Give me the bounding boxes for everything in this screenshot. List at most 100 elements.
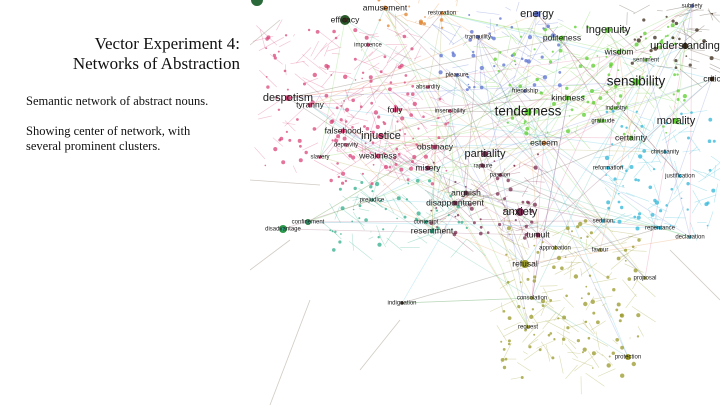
network-edge bbox=[449, 110, 467, 194]
network-node-dot bbox=[273, 56, 277, 60]
network-edge bbox=[535, 20, 540, 26]
network-node-dot bbox=[607, 206, 611, 210]
network-edge bbox=[629, 250, 647, 252]
network-node-dot bbox=[616, 256, 621, 261]
network-node-dot bbox=[551, 356, 555, 360]
network-edge bbox=[517, 362, 531, 372]
network-node-dot bbox=[573, 274, 579, 279]
network-node-dot bbox=[393, 104, 397, 108]
network-edge bbox=[594, 288, 606, 300]
network-edge bbox=[256, 25, 278, 46]
network-node bbox=[517, 209, 523, 215]
network-node-dot bbox=[361, 71, 365, 75]
network-node-dot bbox=[526, 277, 530, 281]
network-edge bbox=[326, 46, 342, 52]
network-node-label: energy bbox=[520, 8, 554, 20]
network-node-dot bbox=[397, 152, 401, 156]
network-node-dot bbox=[312, 72, 317, 78]
network-node-dot bbox=[510, 25, 514, 29]
network-edge bbox=[640, 51, 651, 55]
network-node-dot bbox=[676, 98, 680, 101]
network-node-dot bbox=[338, 187, 342, 191]
network-node-label: tranquility bbox=[465, 35, 491, 41]
network-edge bbox=[646, 61, 655, 68]
network-edge bbox=[430, 125, 456, 128]
network-edge bbox=[352, 211, 365, 231]
network-edge bbox=[702, 172, 720, 181]
network-edge bbox=[580, 268, 583, 277]
network-node-dot bbox=[620, 164, 624, 168]
network-node-dot bbox=[514, 63, 517, 66]
network-edge bbox=[514, 119, 536, 131]
network-node-dot bbox=[423, 154, 428, 159]
network-node-dot bbox=[615, 308, 619, 312]
network-node-dot bbox=[505, 253, 508, 256]
network-edge bbox=[309, 104, 526, 265]
network-edge bbox=[606, 44, 627, 54]
network-node-dot bbox=[464, 185, 467, 188]
network-node-dot bbox=[495, 192, 500, 196]
network-edge bbox=[519, 211, 539, 236]
network-edge bbox=[394, 109, 451, 112]
network-edge bbox=[537, 78, 713, 236]
network-node-dot bbox=[640, 124, 644, 128]
network-edge bbox=[638, 135, 644, 152]
network-edge bbox=[269, 299, 311, 405]
network-node-dot bbox=[524, 131, 529, 136]
network-node-dot bbox=[582, 112, 586, 117]
network-edge bbox=[375, 73, 387, 78]
network-node-dot bbox=[606, 275, 610, 279]
network-edge bbox=[456, 74, 526, 265]
network-node-dot bbox=[706, 201, 710, 205]
network-node-dot bbox=[665, 121, 668, 125]
network-edge bbox=[675, 184, 678, 189]
network-node-label: request bbox=[518, 325, 538, 331]
network-edge bbox=[562, 131, 576, 150]
network-edge bbox=[637, 326, 644, 337]
network-node-dot bbox=[398, 107, 403, 112]
network-edge bbox=[388, 157, 409, 166]
network-node-dot bbox=[514, 108, 518, 111]
network-node-dot bbox=[438, 97, 442, 101]
network-node-dot bbox=[334, 138, 339, 143]
network-edge bbox=[686, 28, 703, 32]
network-edge bbox=[562, 51, 580, 56]
network-node-dot bbox=[354, 79, 357, 81]
network-node-dot bbox=[343, 100, 345, 102]
network-edge bbox=[510, 63, 531, 84]
network-edge bbox=[623, 216, 635, 223]
network-node-dot bbox=[330, 74, 333, 76]
network-node bbox=[626, 355, 630, 359]
network-node-dot bbox=[411, 160, 414, 163]
network-node-label: pleasure bbox=[445, 73, 469, 79]
network-edge bbox=[675, 45, 686, 122]
network-edge bbox=[400, 93, 420, 100]
network-node-dot bbox=[562, 337, 566, 341]
network-node-dot bbox=[351, 220, 354, 223]
network-node-dot bbox=[438, 70, 443, 75]
network-edge bbox=[608, 272, 613, 277]
network-edge bbox=[287, 74, 458, 99]
network-edge bbox=[552, 227, 568, 237]
network-edge bbox=[538, 80, 552, 96]
network-node-dot bbox=[676, 73, 679, 76]
network-node-dot bbox=[508, 187, 513, 192]
network-node-dot bbox=[331, 230, 334, 233]
network-node-dot bbox=[383, 55, 387, 59]
network-node-dot bbox=[303, 82, 306, 86]
slide-body: Semantic network of abstract nouns. Show… bbox=[26, 94, 226, 169]
network-node-dot bbox=[331, 119, 335, 123]
network-edge bbox=[655, 96, 674, 102]
network-edge bbox=[427, 192, 445, 212]
network-node-dot bbox=[403, 215, 407, 219]
network-node-dot bbox=[415, 143, 419, 146]
network-edge bbox=[593, 278, 617, 284]
network-edge bbox=[351, 233, 354, 251]
network-edge bbox=[414, 46, 422, 61]
network-node-dot bbox=[340, 104, 343, 107]
network-node-dot bbox=[604, 155, 610, 161]
network-edge bbox=[375, 87, 386, 99]
network-node-dot bbox=[633, 38, 636, 41]
network-edge bbox=[588, 351, 600, 368]
network-node bbox=[709, 76, 715, 82]
